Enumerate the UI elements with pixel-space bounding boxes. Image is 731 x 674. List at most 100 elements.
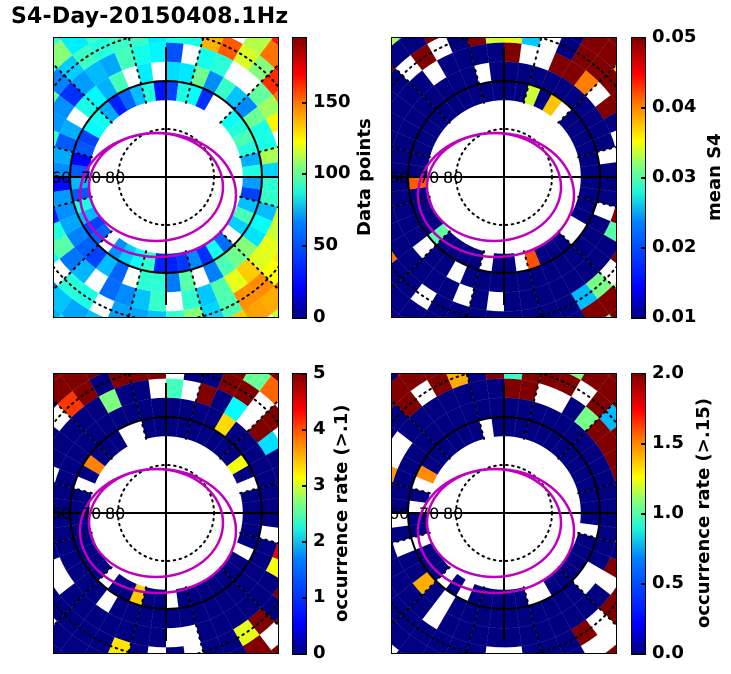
heatmap-cell (58, 373, 65, 376)
heatmap-cell (349, 398, 379, 432)
heatmap-cell (334, 619, 366, 654)
heatmap-cell (60, 298, 90, 318)
heatmap-cell (398, 298, 428, 318)
heatmap-cell (633, 326, 667, 359)
heatmap-cell (70, 177, 90, 190)
heatmap-cell (396, 37, 403, 40)
heatmap-cell (59, 119, 83, 141)
heatmap-cell (59, 549, 83, 571)
colorbar-tick (641, 443, 646, 445)
heatmap-cell (95, 77, 118, 101)
heatmap-cell (295, 0, 329, 28)
heatmap-cell (214, 589, 237, 613)
heatmap-cell (422, 421, 446, 446)
heatmap-cell (224, 85, 248, 110)
heatmap-cell (355, 313, 387, 345)
heatmap-cell (70, 523, 92, 538)
heatmap-cell (291, 0, 328, 25)
heatmap-cell (561, 604, 586, 630)
heatmap-cell (118, 579, 137, 602)
heatmap-cell (538, 301, 563, 318)
heatmap-cell (200, 373, 224, 389)
heatmap-cell (53, 177, 71, 192)
heatmap-cell (610, 206, 617, 224)
heatmap-cell (166, 608, 182, 629)
heatmap-cell (687, 628, 720, 665)
colorbar-tick-label: 0 (313, 642, 326, 663)
heatmap-cell (95, 413, 118, 437)
heatmap-cell (212, 567, 234, 590)
heatmap-cell (53, 525, 74, 543)
heatmap-cell (136, 398, 154, 421)
heatmap-cell (181, 288, 201, 311)
heatmap-cell (321, 350, 354, 384)
heatmap-cell (0, 340, 26, 375)
heatmap-cell (459, 65, 480, 89)
heatmap-cell (53, 399, 58, 409)
heatmap-cell (100, 655, 126, 674)
heatmap-cell (391, 482, 393, 491)
heatmap-cell (364, 313, 399, 345)
heatmap-cell (580, 106, 604, 129)
heatmap-cell (84, 310, 106, 318)
heatmap-cell (70, 406, 96, 432)
heatmap-cell (53, 542, 60, 560)
heatmap-cell (247, 417, 273, 443)
heatmap-cell (452, 47, 475, 71)
heatmap-cell (233, 431, 258, 455)
heatmap-cell (274, 64, 279, 73)
heatmap-cell (14, 618, 44, 649)
heatmap-cell (420, 215, 444, 236)
heatmap-cell (446, 596, 468, 620)
heatmap-cell (580, 442, 604, 465)
heatmap-cell (178, 62, 196, 85)
heatmap-cell (183, 373, 204, 384)
heatmap-cell (0, 222, 6, 251)
heatmap-cell (239, 318, 271, 347)
heatmap-cell (265, 447, 279, 469)
heatmap-cell (354, 72, 382, 100)
plot-frame (53, 373, 279, 654)
heatmap-cell (204, 429, 225, 453)
heatmap-cell (351, 458, 375, 488)
heatmap-cell (514, 417, 529, 439)
auroral-oval-boundary (425, 467, 563, 579)
heatmap-cell (391, 525, 412, 543)
heatmap-cell (183, 37, 204, 48)
heatmap-cell (544, 346, 570, 371)
heatmap-cell (53, 513, 71, 528)
heatmap-cell (592, 468, 616, 489)
heatmap-cell (16, 590, 44, 618)
heatmap-cell (404, 442, 428, 465)
heatmap-cell (24, 228, 50, 253)
heatmap-cell (59, 583, 85, 609)
heatmap-cell (474, 398, 492, 421)
heatmap-cell (527, 0, 554, 10)
heatmap-cell (436, 276, 460, 302)
heatmap-cell (257, 234, 279, 259)
heatmap-cell (232, 206, 255, 225)
heatmap-cell (147, 373, 166, 380)
heatmap-cell (107, 637, 132, 654)
heatmap-cell (397, 549, 421, 571)
heatmap-cell (391, 111, 405, 133)
heatmap-cell (206, 655, 232, 674)
heatmap-cell (341, 330, 375, 363)
colorbar-tick-label: 4 (313, 418, 326, 439)
heatmap-cell (610, 585, 617, 600)
heatmap-cell (391, 557, 405, 579)
heatmap-cell (644, 0, 680, 14)
heatmap-cell (391, 234, 413, 259)
heatmap-cell (333, 200, 356, 227)
heatmap-cell (580, 37, 610, 56)
latitude-label: 70 (81, 504, 101, 523)
polar-plot: 60 70 80 (53, 37, 279, 318)
heatmap-cell (229, 373, 247, 380)
colorbar-tick-label: 0.04 (652, 96, 697, 117)
heatmap-cell (603, 447, 617, 469)
polar-panel-4: 60 70 80 (391, 373, 617, 654)
heatmap-cell (314, 132, 337, 157)
heatmap-cell (261, 162, 279, 177)
heatmap-cell (540, 596, 562, 620)
colorbar-tick-label: 150 (313, 90, 351, 112)
